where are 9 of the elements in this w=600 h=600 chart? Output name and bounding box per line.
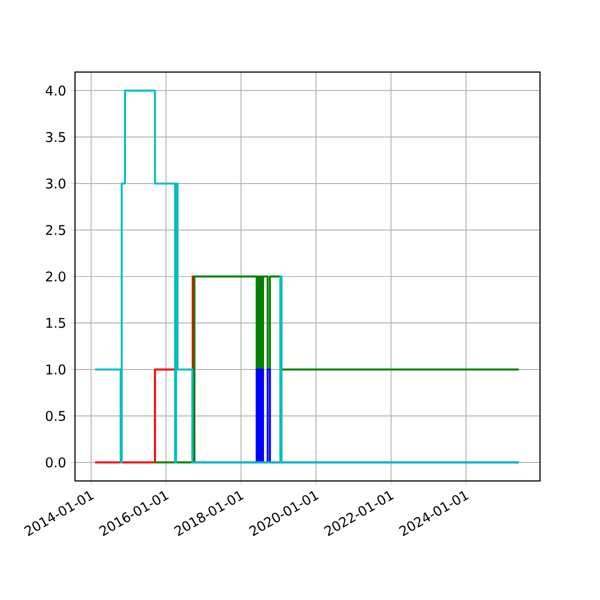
- y-tick-label: 0.0: [46, 457, 66, 468]
- y-tick-label: 3.5: [46, 132, 66, 142]
- y-tick-label: 4.0: [46, 86, 66, 96]
- y-tick-label: 3.0: [46, 178, 66, 189]
- y-tick-label: 2.5: [46, 224, 66, 236]
- y-tick-label: 2.0: [46, 271, 66, 282]
- y-tick-label: 1.5: [46, 318, 66, 328]
- y-tick-label: 1.0: [46, 364, 66, 375]
- y-tick-label: 0.5: [46, 410, 66, 421]
